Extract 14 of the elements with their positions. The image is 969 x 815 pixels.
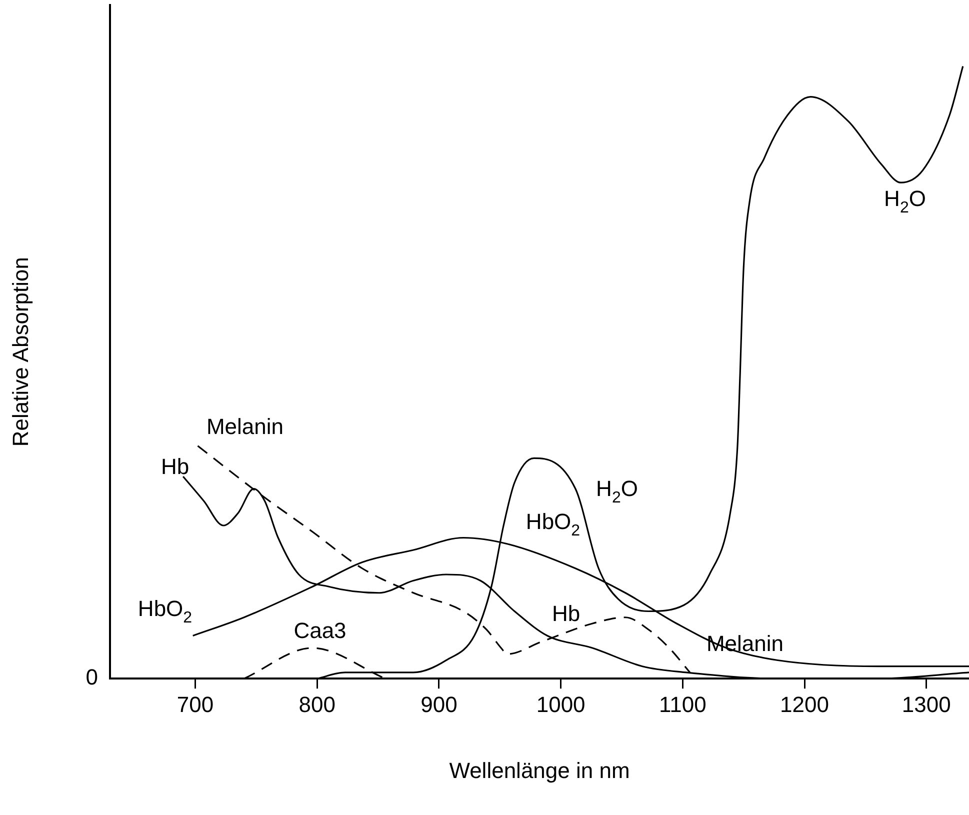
text: 0 xyxy=(86,664,98,690)
x-tick-label: 800 xyxy=(298,692,336,717)
x-tick-label: 1100 xyxy=(659,692,706,717)
text: Hb xyxy=(552,601,580,626)
x-tick-label: 1300 xyxy=(902,692,951,717)
x-tick-label: 900 xyxy=(420,692,458,717)
x-tick-label: 1000 xyxy=(536,692,586,717)
x-tick-label: 700 xyxy=(176,692,214,717)
x-tick-label: 1200 xyxy=(780,692,829,717)
x-axis-title: Wellenlänge in nm xyxy=(449,758,630,784)
series-label: Melanin xyxy=(206,414,284,440)
y-axis-title: Relative Absorption xyxy=(8,257,34,447)
series-label: Caa3 xyxy=(294,618,346,644)
series-label: Hb xyxy=(160,454,190,480)
